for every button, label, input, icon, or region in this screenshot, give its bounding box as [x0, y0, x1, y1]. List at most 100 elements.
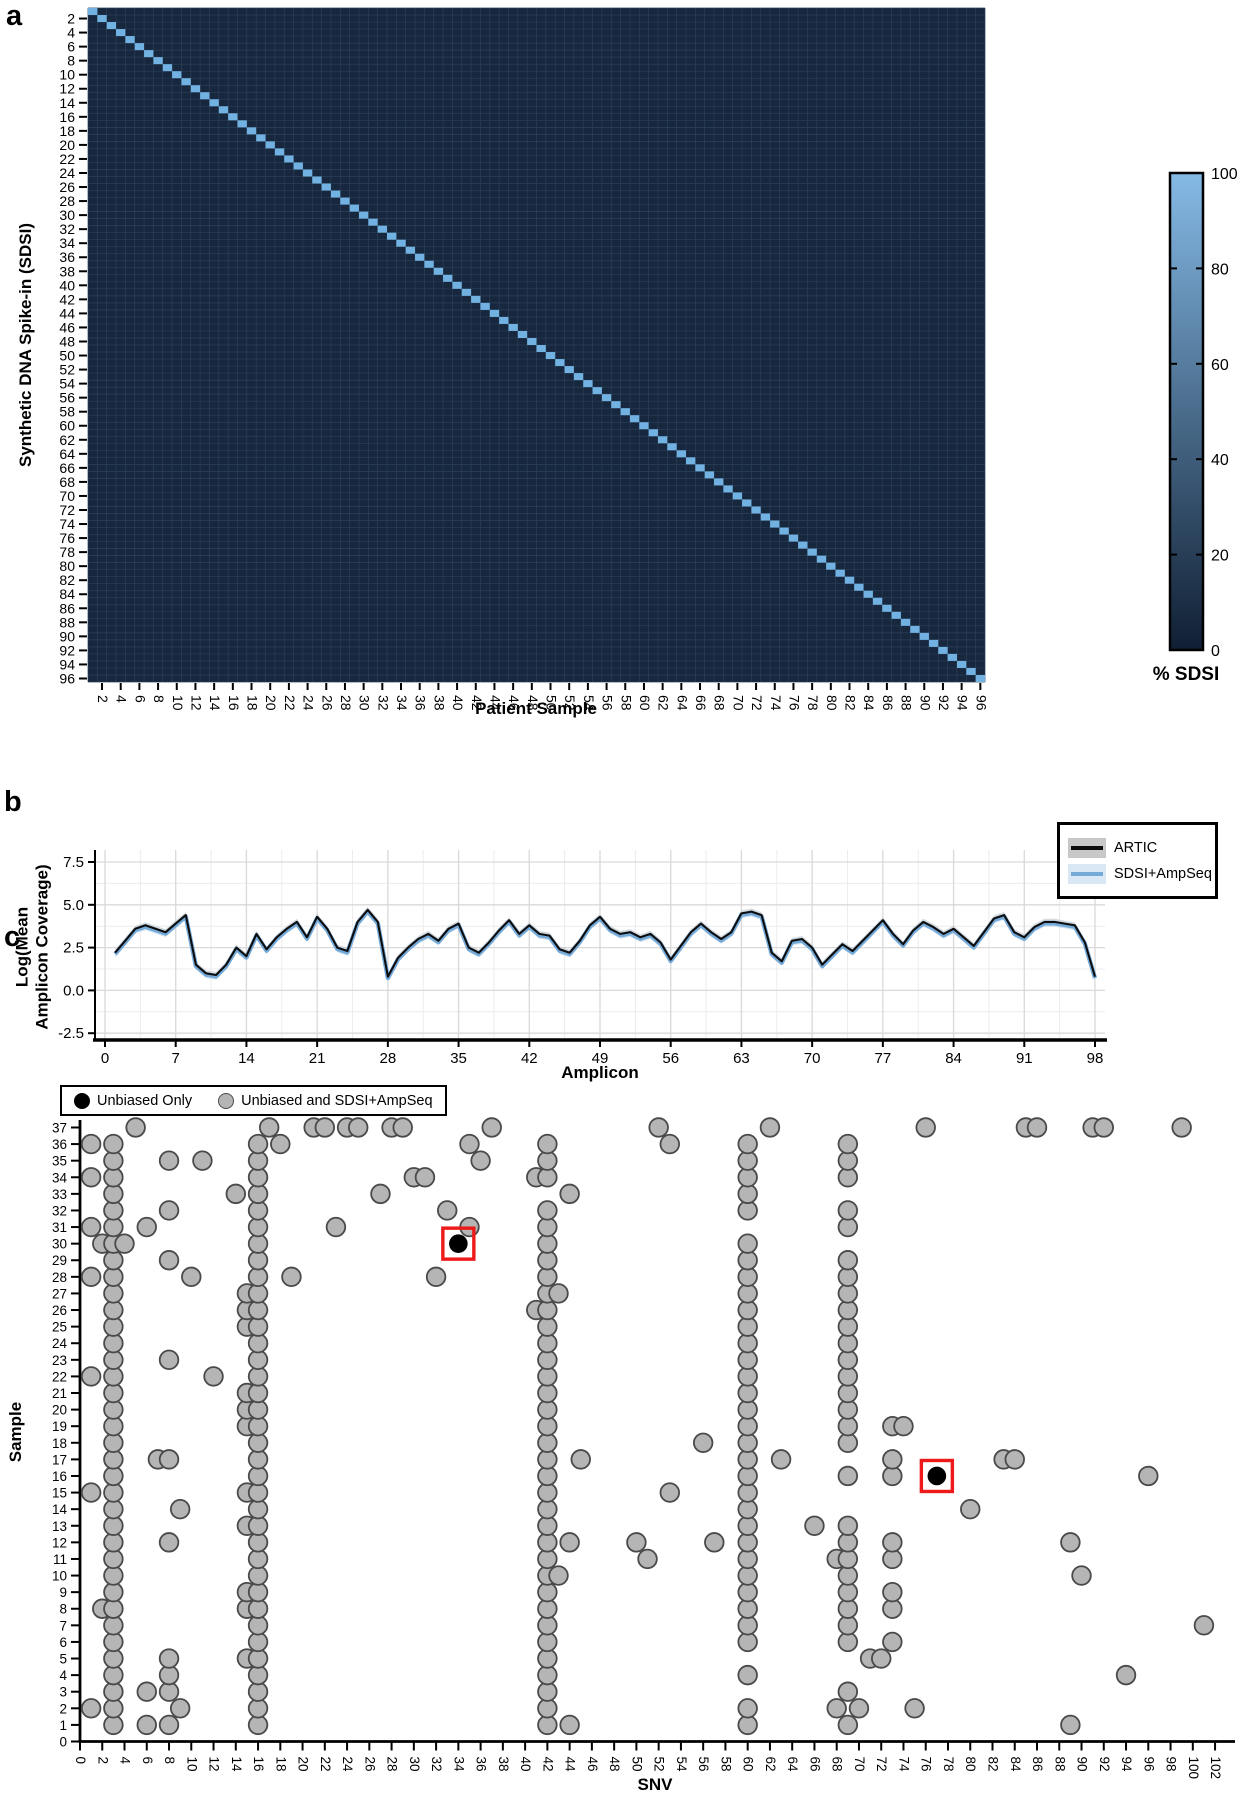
- gray-point: [537, 1133, 558, 1155]
- svg-text:10: 10: [52, 1569, 67, 1584]
- svg-text:30: 30: [407, 1757, 422, 1772]
- svg-text:48: 48: [525, 695, 541, 711]
- svg-text:46: 46: [59, 319, 75, 335]
- gray-point: [80, 1167, 102, 1188]
- svg-text:21: 21: [52, 1386, 67, 1401]
- svg-text:66: 66: [807, 1757, 822, 1772]
- panel-b-y-axis-title-line2: Amplicon Coverage): [33, 864, 52, 1030]
- svg-text:96: 96: [59, 670, 75, 686]
- gray-point: [737, 1133, 758, 1155]
- svg-text:38: 38: [59, 263, 75, 279]
- svg-text:68: 68: [59, 474, 75, 490]
- svg-text:13: 13: [52, 1519, 67, 1534]
- svg-text:58: 58: [59, 404, 75, 420]
- svg-text:82: 82: [59, 572, 75, 588]
- svg-text:2: 2: [95, 695, 111, 703]
- artic-line: [114, 908, 1097, 978]
- svg-text:28: 28: [385, 1757, 400, 1772]
- svg-text:8: 8: [59, 1602, 67, 1617]
- svg-text:68: 68: [830, 1757, 845, 1772]
- gray-point: [893, 1415, 914, 1437]
- gray-point: [103, 1133, 124, 1155]
- svg-text:32: 32: [52, 1203, 67, 1218]
- gray-point: [425, 1266, 447, 1288]
- svg-text:86: 86: [880, 695, 896, 711]
- svg-text:80: 80: [963, 1757, 978, 1772]
- panel-b-y-axis-title: Log(Mean Amplicon Coverage): [13, 864, 54, 1029]
- svg-text:64: 64: [674, 695, 690, 711]
- gray-point: [158, 1250, 180, 1271]
- svg-text:82: 82: [843, 695, 859, 711]
- svg-text:92: 92: [1097, 1757, 1112, 1772]
- gray-points: [80, 1117, 1215, 1736]
- gray-point: [80, 1698, 102, 1719]
- svg-text:36: 36: [413, 695, 429, 711]
- gray-point: [1193, 1615, 1215, 1636]
- gray-point: [692, 1432, 714, 1453]
- svg-text:58: 58: [718, 1757, 733, 1772]
- gray-point: [158, 1532, 180, 1553]
- svg-text:54: 54: [59, 376, 75, 392]
- svg-text:84: 84: [945, 1050, 962, 1067]
- gray-point: [737, 1233, 758, 1254]
- svg-text:100: 100: [1211, 166, 1238, 183]
- gray-point: [437, 1200, 458, 1221]
- svg-text:33: 33: [52, 1187, 67, 1202]
- svg-text:24: 24: [52, 1336, 68, 1351]
- panel-c-x-ticks: 0 2 4 6 8 10 12 14 16 18 20 22 24 26 28 30 32 34 36 38 40 42 4…: [73, 1741, 1223, 1779]
- svg-text:0: 0: [73, 1757, 88, 1765]
- svg-text:7: 7: [59, 1618, 67, 1633]
- gray-point: [882, 1449, 903, 1470]
- svg-text:1: 1: [59, 1718, 67, 1733]
- svg-text:37: 37: [52, 1120, 67, 1135]
- sdsi-line-swatch: [1068, 863, 1106, 884]
- svg-text:38: 38: [431, 695, 447, 711]
- svg-text:40: 40: [1211, 452, 1229, 469]
- gray-point: [904, 1698, 925, 1719]
- svg-text:27: 27: [52, 1286, 67, 1301]
- gray-point: [181, 1266, 202, 1288]
- legend-item-sdsi: SDSI+AmpSeq: [1068, 863, 1212, 884]
- svg-text:88: 88: [899, 695, 915, 711]
- gray-point: [837, 1133, 859, 1155]
- svg-text:52: 52: [59, 362, 75, 378]
- svg-text:44: 44: [563, 1757, 578, 1773]
- svg-text:35: 35: [450, 1050, 467, 1067]
- svg-text:60: 60: [59, 418, 75, 434]
- gray-point: [559, 1714, 580, 1736]
- svg-text:18: 18: [273, 1757, 288, 1772]
- gray-point: [837, 1200, 859, 1221]
- gray-point: [136, 1714, 157, 1736]
- svg-text:21: 21: [309, 1050, 326, 1067]
- svg-text:49: 49: [592, 1050, 609, 1067]
- svg-text:96: 96: [1141, 1757, 1156, 1772]
- svg-text:14: 14: [59, 95, 75, 111]
- svg-text:44: 44: [487, 695, 503, 711]
- artic-label: ARTIC: [1114, 839, 1158, 856]
- red-highlight-box: [919, 1458, 955, 1494]
- svg-text:72: 72: [749, 695, 765, 711]
- svg-text:80: 80: [824, 695, 840, 711]
- svg-text:6: 6: [140, 1757, 155, 1765]
- svg-text:96: 96: [973, 695, 989, 711]
- gray-point: [648, 1117, 669, 1138]
- svg-text:8: 8: [162, 1757, 177, 1765]
- panel-b-y-axis-title-line1: Log(Mean: [12, 906, 32, 988]
- svg-text:76: 76: [919, 1757, 934, 1772]
- gray-point: [158, 1648, 180, 1669]
- colorbar-label: % SDSI: [1152, 664, 1220, 685]
- svg-text:44: 44: [59, 305, 75, 321]
- svg-text:36: 36: [59, 249, 75, 265]
- svg-text:16: 16: [226, 695, 242, 711]
- svg-text:30: 30: [357, 695, 373, 711]
- gray-point: [737, 1698, 758, 1719]
- svg-text:60: 60: [1211, 357, 1229, 374]
- svg-text:6: 6: [67, 39, 75, 55]
- svg-text:11: 11: [53, 1552, 67, 1567]
- svg-text:4: 4: [118, 1757, 133, 1765]
- svg-text:64: 64: [59, 446, 75, 462]
- svg-text:62: 62: [656, 695, 672, 711]
- gray-point: [80, 1482, 102, 1503]
- svg-text:9: 9: [59, 1585, 67, 1600]
